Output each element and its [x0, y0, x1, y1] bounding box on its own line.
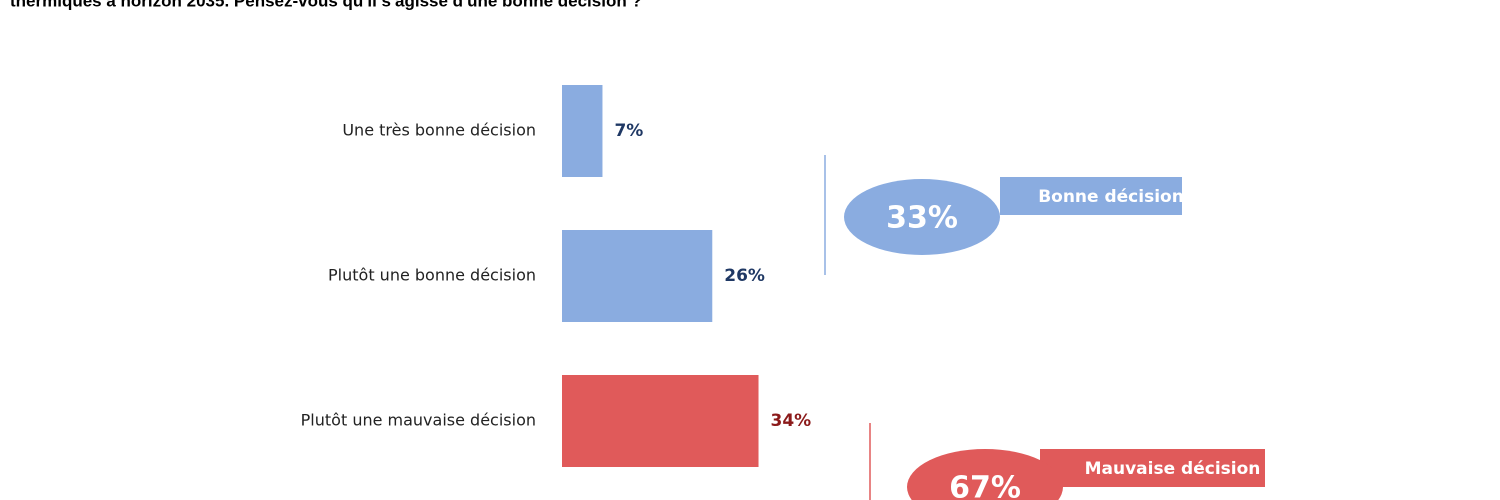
value-label: 7%: [614, 121, 643, 141]
bar: [562, 230, 713, 322]
category-label: Une très bonne décision: [342, 121, 536, 140]
bar: [562, 85, 603, 177]
category-label: Plutôt une mauvaise décision: [301, 411, 536, 430]
bar: [562, 375, 759, 467]
summary-bubble: [844, 179, 1000, 255]
value-label: 26%: [724, 266, 765, 286]
value-label: 34%: [771, 411, 812, 431]
summary-label: Mauvaise décision: [1085, 459, 1261, 479]
summary-tag: [1040, 449, 1265, 487]
summary-value: 33%: [886, 201, 958, 236]
summary-label: Bonne décision: [1038, 187, 1184, 207]
category-label: Plutôt une bonne décision: [328, 266, 536, 285]
summary-tag: [1000, 177, 1182, 215]
summary-value: 67%: [949, 471, 1021, 500]
chart-title: thermiques à horizon 2035. Pensez-vous q…: [10, 0, 642, 10]
summary-bubble: [907, 449, 1063, 500]
